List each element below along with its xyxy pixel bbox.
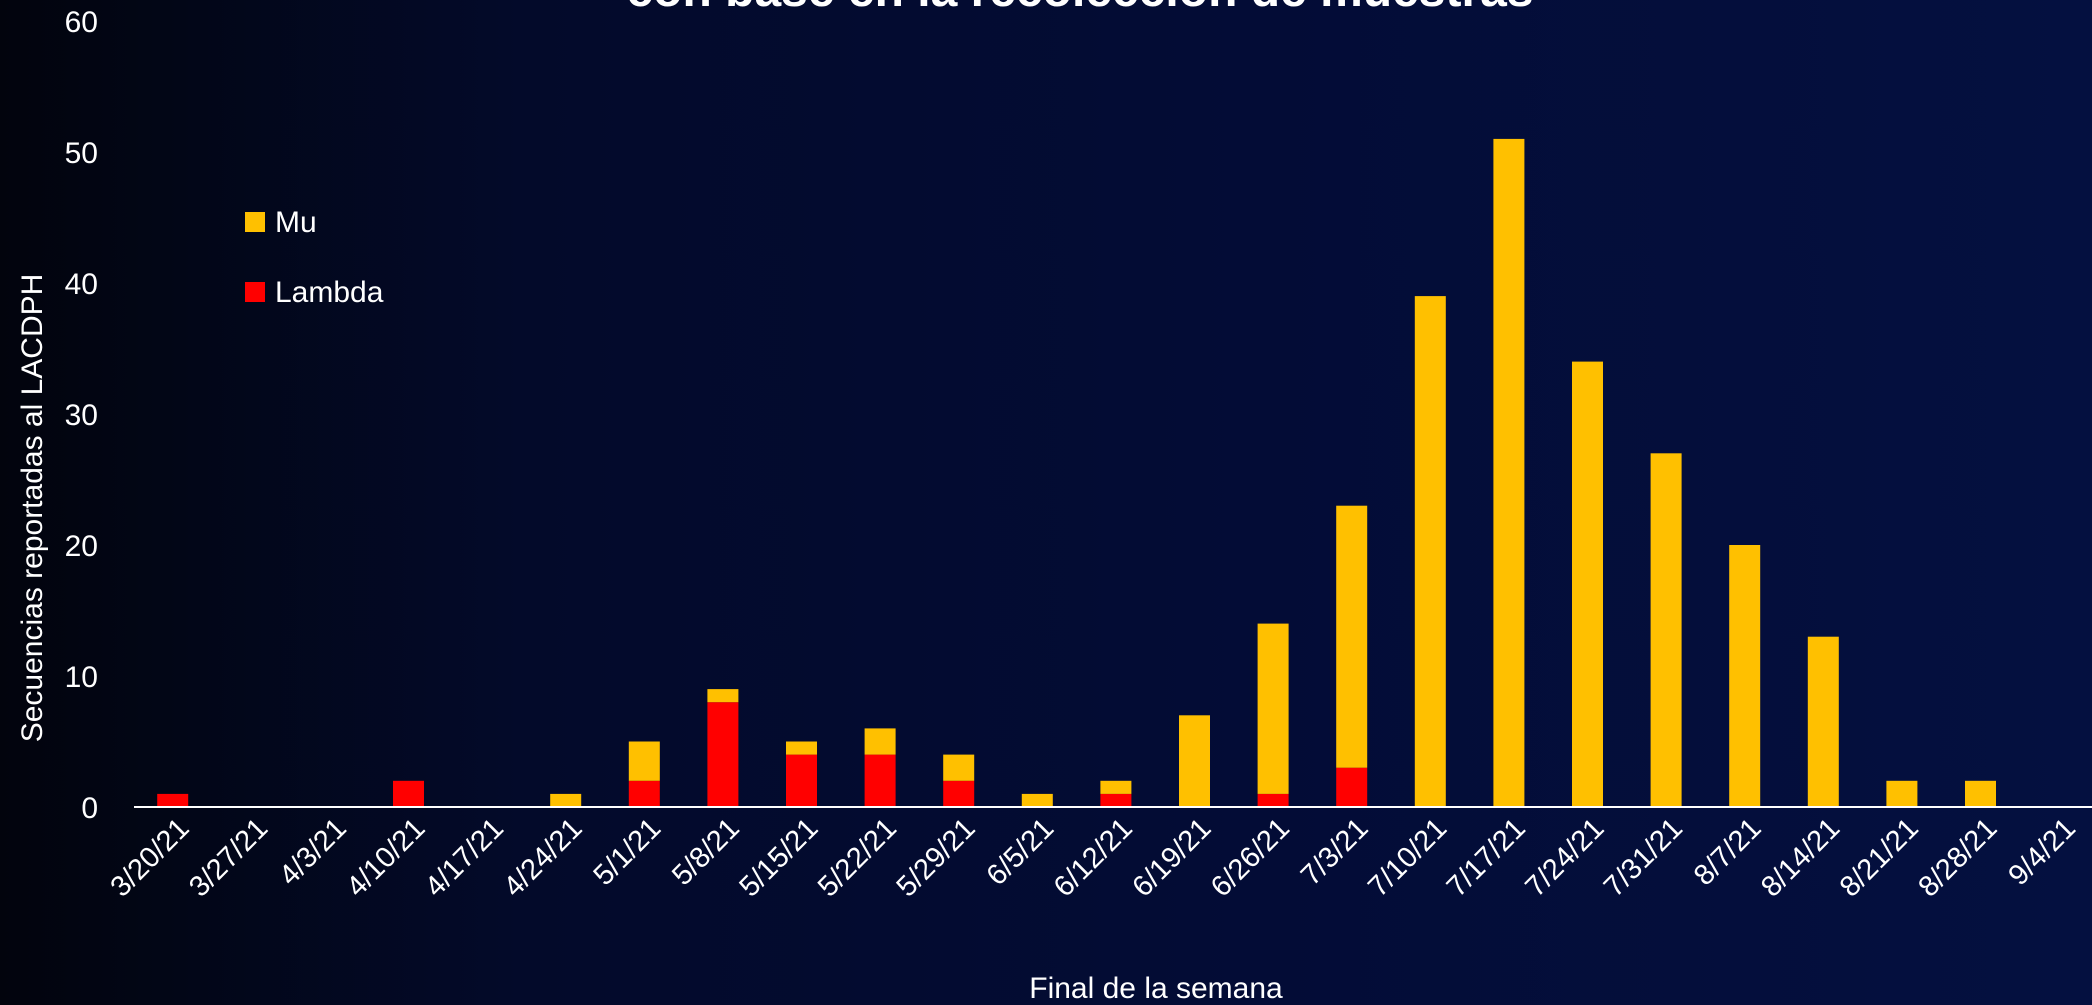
bar-mu bbox=[628, 741, 660, 781]
y-tick-label: 50 bbox=[65, 137, 98, 170]
bar-mu bbox=[864, 728, 896, 755]
bar-lambda bbox=[943, 780, 975, 807]
bar-mu bbox=[1100, 780, 1132, 794]
plot-area bbox=[157, 138, 1996, 807]
chart-title: con base en la recolección de muestras bbox=[626, 0, 1533, 17]
x-tick-label: 5/22/21 bbox=[812, 812, 903, 903]
bar-lambda bbox=[1336, 767, 1368, 807]
y-tick-label: 10 bbox=[65, 661, 98, 694]
bar-mu bbox=[1021, 793, 1053, 807]
legend-label-lambda: Lambda bbox=[275, 276, 384, 309]
bar-lambda bbox=[786, 754, 817, 807]
x-tick-label: 5/29/21 bbox=[891, 812, 982, 903]
y-axis: 0 10 20 30 40 50 60 bbox=[65, 6, 98, 825]
x-tick-label: 8/14/21 bbox=[1755, 812, 1846, 903]
x-tick-label: 7/17/21 bbox=[1441, 812, 1532, 903]
x-tick-label: 9/4/21 bbox=[2002, 812, 2082, 892]
legend-swatch-mu bbox=[245, 212, 265, 232]
x-tick-label: 6/19/21 bbox=[1126, 812, 1217, 903]
bar-mu bbox=[1886, 780, 1918, 807]
bar-mu bbox=[1650, 453, 1682, 807]
bar-mu bbox=[1257, 623, 1289, 794]
x-tick-label: 3/27/21 bbox=[183, 812, 274, 903]
x-axis: 3/20/213/27/214/3/214/10/214/17/214/24/2… bbox=[105, 812, 2082, 903]
bar-mu bbox=[1336, 505, 1368, 768]
bar-lambda bbox=[157, 793, 189, 807]
bar-mu bbox=[1965, 780, 1996, 807]
bar-lambda bbox=[864, 754, 896, 807]
bar-mu bbox=[1807, 636, 1839, 807]
bar-mu bbox=[1414, 296, 1446, 807]
bar-mu bbox=[707, 689, 739, 703]
bar-mu bbox=[786, 741, 817, 755]
x-tick-label: 6/26/21 bbox=[1205, 812, 1296, 903]
legend-swatch-lambda bbox=[245, 282, 265, 302]
bar-mu bbox=[1179, 715, 1210, 807]
y-tick-label: 40 bbox=[65, 268, 98, 301]
bar-mu bbox=[1572, 361, 1603, 807]
bar-lambda bbox=[707, 702, 739, 807]
y-tick-label: 20 bbox=[65, 530, 98, 563]
x-tick-label: 7/10/21 bbox=[1362, 812, 1453, 903]
bar-mu bbox=[1729, 545, 1761, 807]
x-tick-label: 6/12/21 bbox=[1048, 812, 1139, 903]
x-tick-label: 4/24/21 bbox=[498, 812, 589, 903]
x-tick-label: 5/15/21 bbox=[733, 812, 824, 903]
bar-mu bbox=[1493, 138, 1525, 807]
y-tick-label: 0 bbox=[81, 792, 98, 825]
x-tick-label: 4/10/21 bbox=[340, 812, 431, 903]
bar-mu bbox=[943, 754, 975, 781]
y-axis-label: Secuencias reportadas al LACDPH bbox=[16, 274, 49, 743]
y-tick-label: 60 bbox=[65, 6, 98, 39]
bar-lambda bbox=[393, 780, 424, 807]
x-tick-label: 3/20/21 bbox=[105, 812, 196, 903]
bar-lambda bbox=[1100, 793, 1132, 807]
legend: Mu Lambda bbox=[245, 206, 384, 309]
bar-mu bbox=[550, 793, 582, 807]
legend-label-mu: Mu bbox=[275, 206, 317, 239]
x-tick-label: 7/24/21 bbox=[1519, 812, 1610, 903]
x-tick-label: 8/21/21 bbox=[1834, 812, 1925, 903]
x-tick-label: 8/28/21 bbox=[1912, 812, 2003, 903]
x-tick-label: 4/17/21 bbox=[419, 812, 510, 903]
x-tick-label: 5/1/21 bbox=[588, 812, 668, 892]
x-tick-label: 7/31/21 bbox=[1598, 812, 1689, 903]
bar-lambda bbox=[1257, 793, 1289, 807]
x-axis-label: Final de la semana bbox=[1029, 972, 1283, 1005]
bar-lambda bbox=[628, 780, 660, 807]
y-tick-label: 30 bbox=[65, 399, 98, 432]
